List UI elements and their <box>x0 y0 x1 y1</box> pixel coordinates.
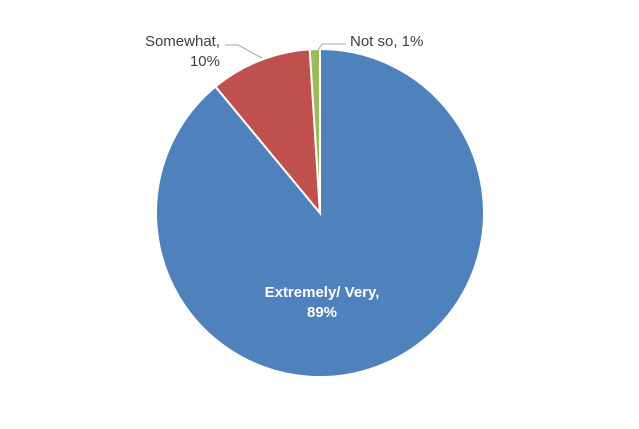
data-label: Not so, 1% <box>350 33 424 50</box>
data-label: Extremely/ Very, 89% <box>264 284 380 321</box>
leader-line <box>317 43 346 51</box>
pie-slice <box>308 47 321 214</box>
leader-line <box>225 44 263 59</box>
data-label: Somewhat, 10% <box>144 33 220 70</box>
pie-slice <box>214 48 322 217</box>
